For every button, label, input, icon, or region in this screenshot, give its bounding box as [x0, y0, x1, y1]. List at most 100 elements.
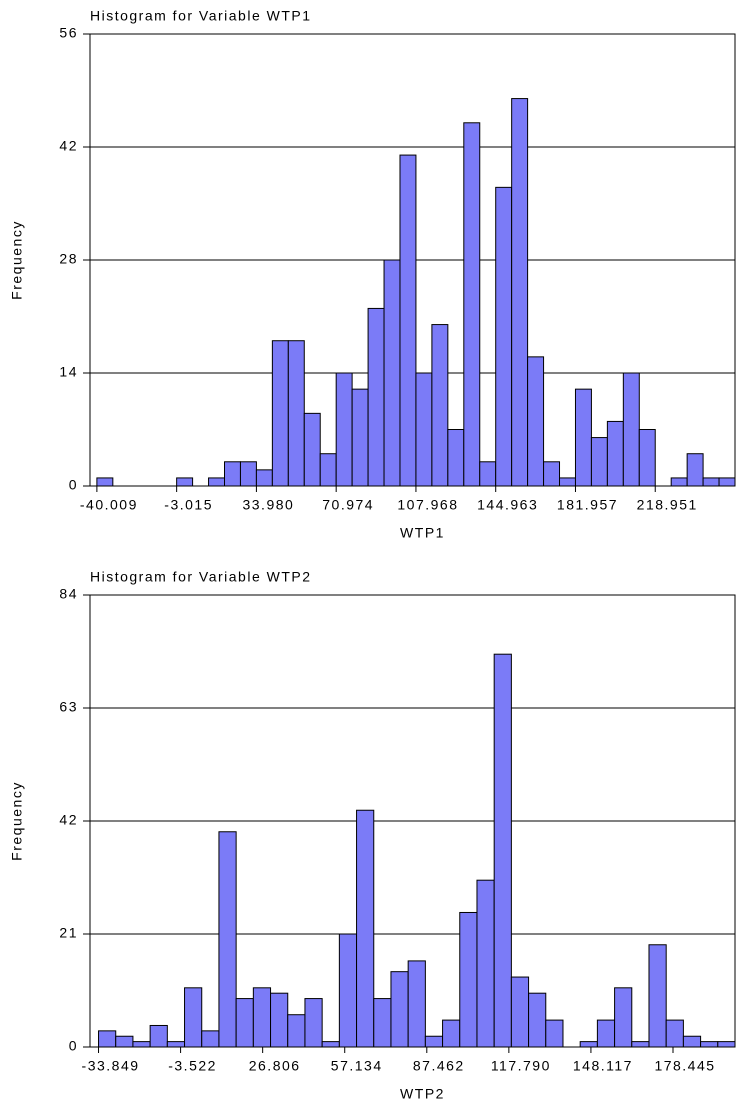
x-tick-label: -3.015 — [164, 497, 213, 513]
bar — [702, 477, 720, 487]
y-tick-label: 14 — [59, 364, 78, 380]
bar — [390, 971, 409, 1048]
bar — [321, 1041, 340, 1048]
x-tick-label: 70.974 — [322, 497, 374, 513]
bar — [431, 324, 449, 487]
x-tick-label: 148.117 — [573, 1058, 633, 1074]
x-axis-title: WTP2 — [400, 1086, 445, 1102]
x-tick-label: -33.849 — [82, 1058, 140, 1074]
y-tick-label: 28 — [59, 251, 78, 267]
x-tick-label: 181.957 — [557, 497, 618, 513]
plot-frame — [89, 594, 736, 1048]
bar — [270, 992, 289, 1048]
bar — [287, 1014, 306, 1048]
bar — [424, 1035, 444, 1048]
bar — [442, 1019, 461, 1048]
bar — [528, 992, 547, 1048]
y-tick-label: 42 — [59, 812, 78, 828]
bar — [356, 809, 375, 1048]
bar — [399, 154, 417, 487]
y-tick-label: 21 — [59, 925, 78, 941]
bar — [98, 1030, 117, 1048]
x-tick-label: 218.951 — [637, 497, 698, 513]
bar — [579, 1041, 598, 1048]
bar — [559, 477, 576, 487]
bar — [622, 372, 640, 487]
x-tick-label: 87.462 — [413, 1058, 465, 1074]
y-axis-title: Frequency — [9, 220, 25, 300]
bar — [351, 388, 369, 487]
bar — [271, 340, 289, 487]
bar — [367, 307, 385, 487]
bar — [338, 933, 358, 1048]
bar — [218, 831, 237, 1048]
bar — [511, 98, 529, 487]
bar — [670, 477, 688, 487]
bar — [479, 461, 497, 487]
x-tick-label: -40.009 — [80, 497, 138, 513]
y-tick-label: 42 — [59, 138, 78, 154]
y-axis-title: Frequency — [9, 781, 25, 861]
bar — [132, 1041, 151, 1048]
bar — [176, 477, 194, 487]
bar — [476, 879, 495, 1048]
y-tick-label: 84 — [59, 586, 78, 602]
bar — [304, 998, 323, 1048]
bar — [493, 653, 512, 1048]
bar — [224, 461, 241, 487]
bar — [545, 1019, 564, 1048]
y-tick-label: 63 — [59, 699, 78, 715]
bar — [255, 469, 273, 487]
bar — [510, 976, 530, 1048]
bar — [239, 461, 257, 487]
bar — [373, 998, 392, 1048]
bar — [527, 356, 545, 487]
y-tick-label: 0 — [69, 1038, 78, 1054]
bar — [648, 944, 667, 1048]
bar — [166, 1041, 186, 1048]
bar — [184, 987, 203, 1048]
x-tick-label: 33.980 — [242, 497, 294, 513]
bar — [252, 987, 272, 1048]
x-tick-label: 117.790 — [491, 1058, 551, 1074]
bar — [717, 1041, 736, 1048]
bar — [115, 1035, 134, 1048]
bar — [319, 453, 337, 487]
bar — [383, 259, 401, 487]
y-tick-label: 56 — [59, 25, 78, 41]
x-tick-label: 107.968 — [397, 497, 458, 513]
bar — [447, 429, 465, 487]
bar — [682, 1035, 702, 1048]
bar — [590, 437, 608, 487]
bar — [96, 477, 114, 487]
bar — [495, 186, 513, 487]
bar — [335, 372, 353, 487]
plot-frame — [89, 33, 736, 487]
bar — [463, 122, 481, 487]
chart-title: Histogram for Variable WTP2 — [90, 569, 312, 585]
x-tick-label: 26.806 — [249, 1058, 301, 1074]
bar — [201, 1030, 220, 1048]
bar — [415, 372, 433, 487]
x-tick-label: 144.963 — [477, 497, 538, 513]
bar — [665, 1019, 684, 1048]
bar — [208, 477, 226, 487]
bar — [287, 340, 305, 487]
x-axis-title: WTP1 — [400, 525, 445, 541]
bar — [596, 1019, 616, 1048]
bar — [303, 412, 321, 487]
bar — [686, 453, 704, 487]
x-tick-label: 57.134 — [331, 1058, 383, 1074]
bar — [149, 1024, 168, 1048]
bar — [235, 998, 254, 1048]
bar — [638, 429, 656, 487]
chart-title: Histogram for Variable WTP1 — [90, 8, 312, 24]
bar — [459, 911, 478, 1048]
bar — [606, 420, 624, 487]
bar — [407, 960, 426, 1048]
x-tick-label: 178.445 — [654, 1058, 715, 1074]
y-tick-label: 0 — [69, 477, 78, 493]
bar — [631, 1041, 650, 1048]
bar — [718, 477, 736, 487]
